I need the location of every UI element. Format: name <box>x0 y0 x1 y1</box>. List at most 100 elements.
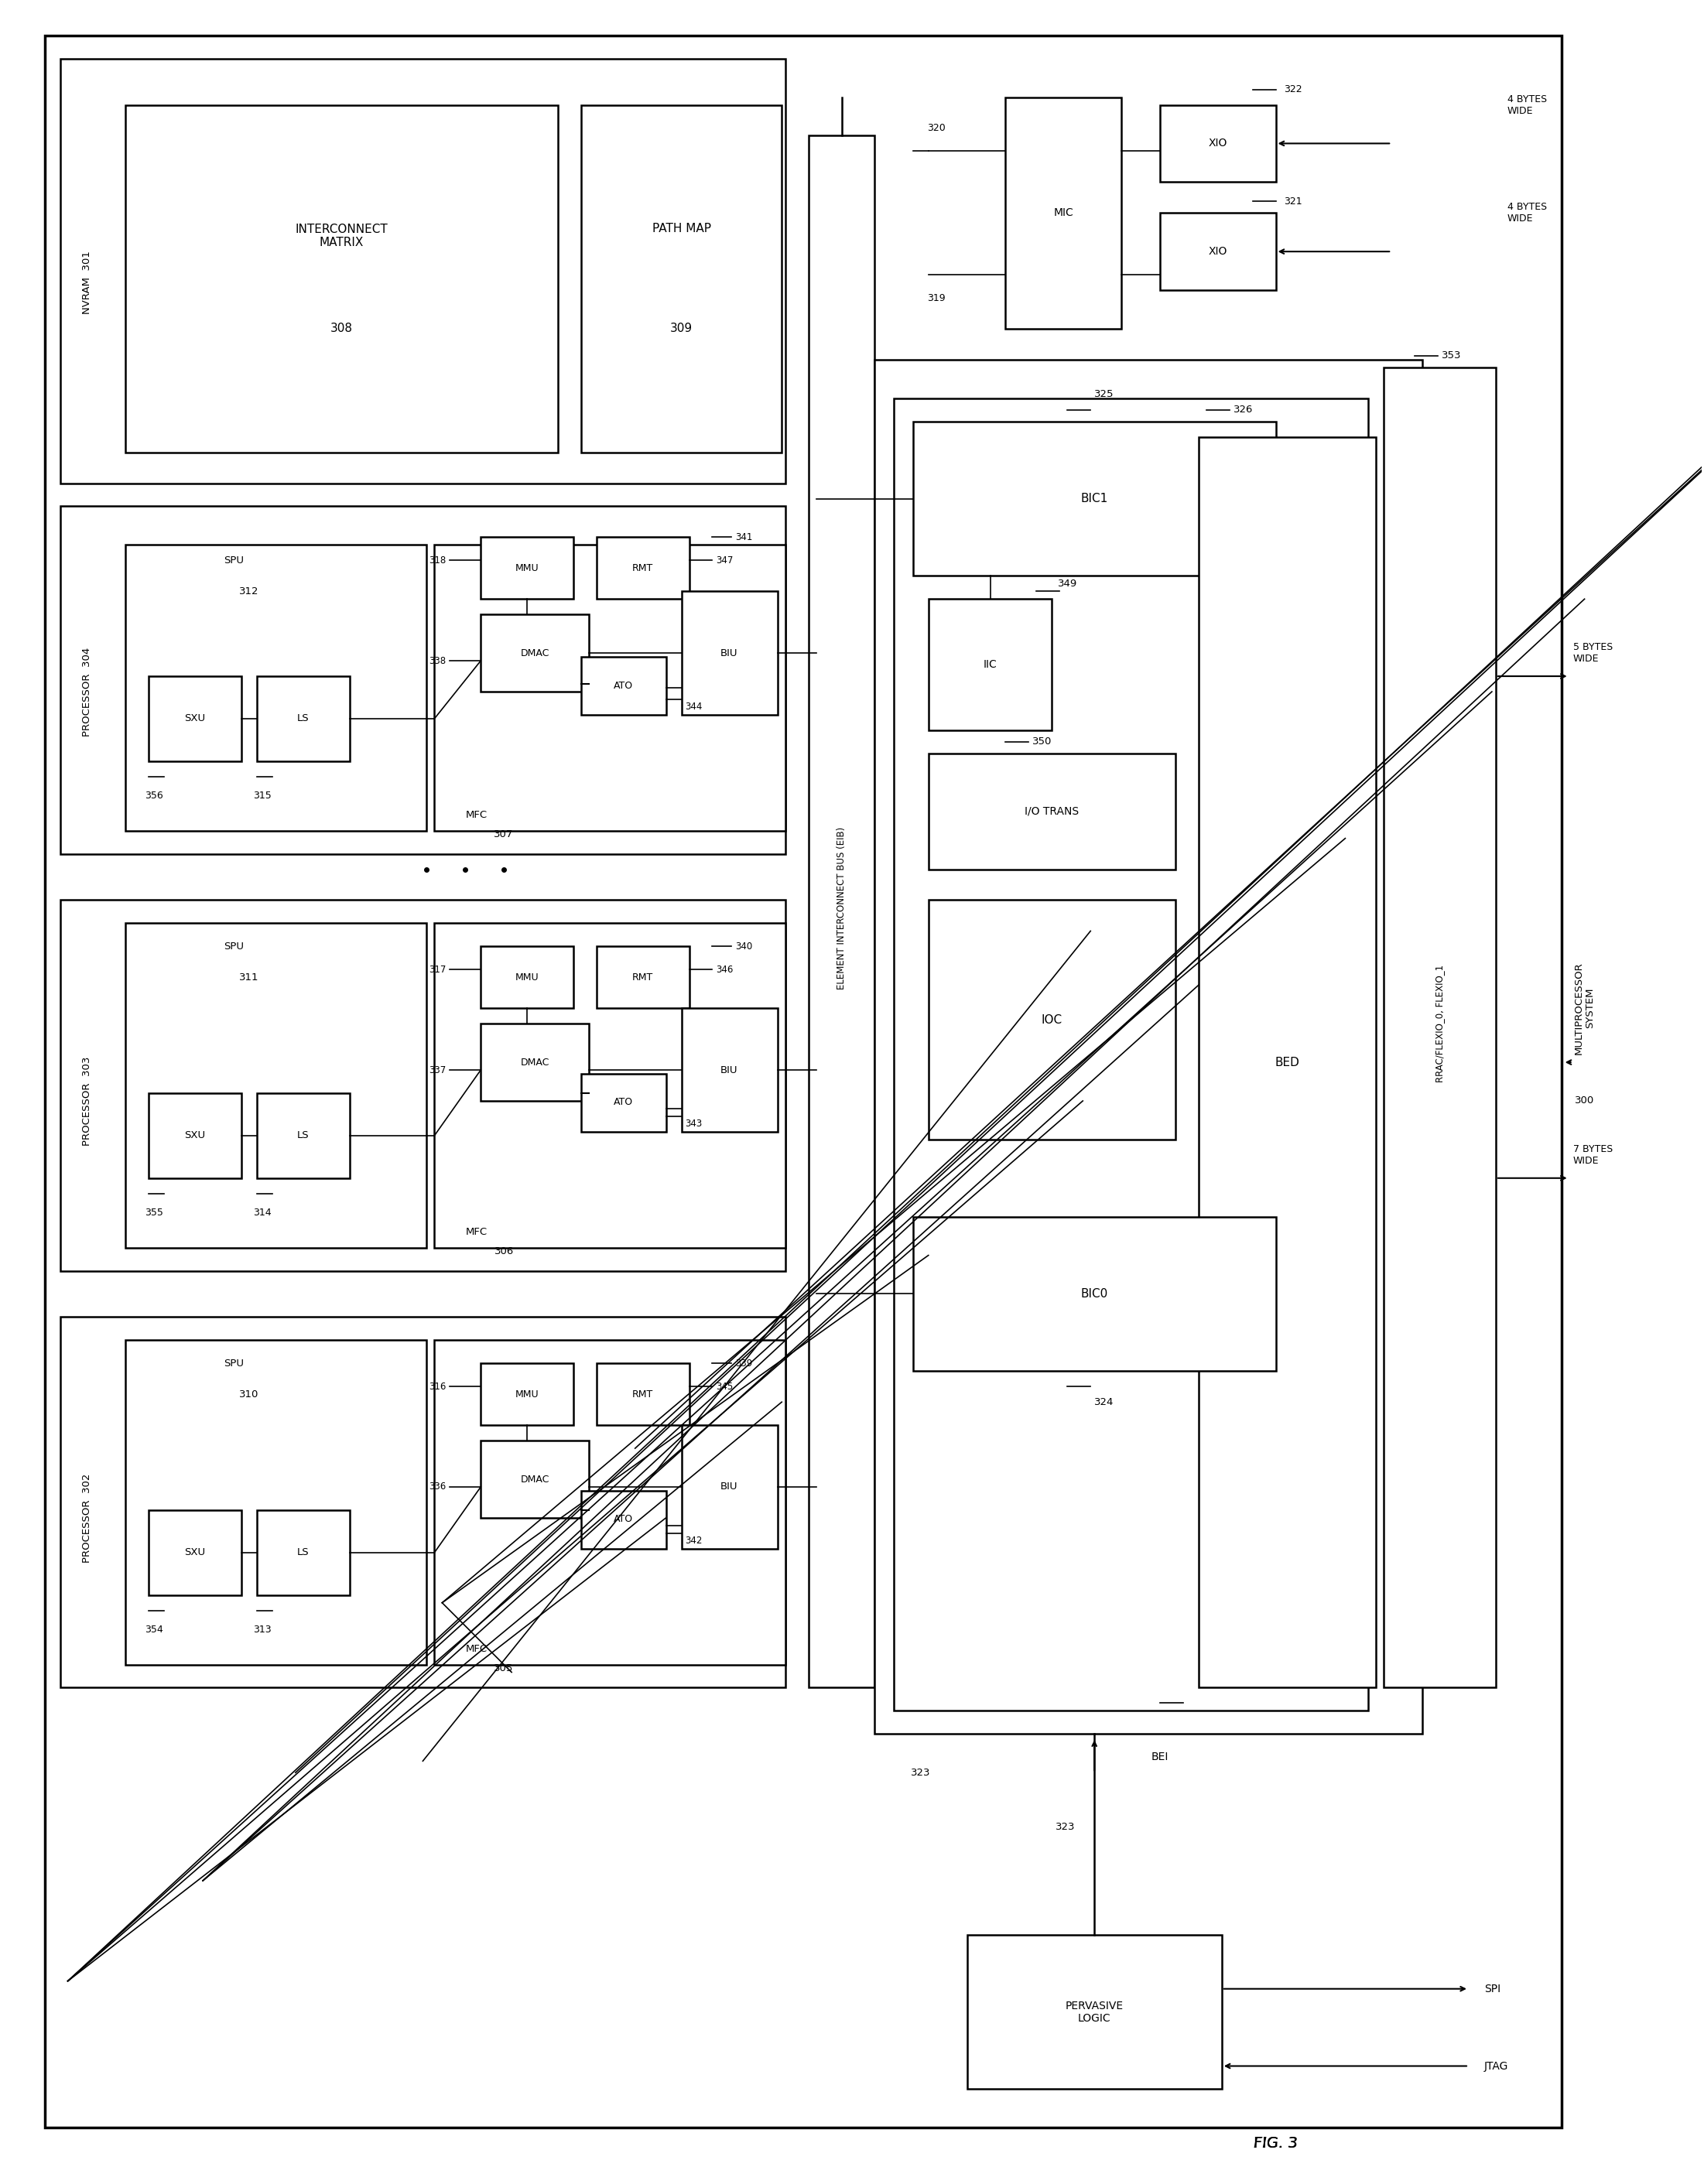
Text: IIC: IIC <box>983 660 997 670</box>
Text: RMT: RMT <box>632 1389 653 1400</box>
Text: 337: 337 <box>429 1066 446 1075</box>
Text: SPU: SPU <box>223 941 244 952</box>
Text: 300: 300 <box>1574 1096 1595 1105</box>
Bar <box>913 422 1276 577</box>
Text: 346: 346 <box>716 965 733 974</box>
Bar <box>481 1363 573 1426</box>
Text: MFC: MFC <box>465 1227 487 1236</box>
Text: 309: 309 <box>670 323 694 334</box>
Text: BIC1: BIC1 <box>1080 494 1108 505</box>
Text: FIG. 3: FIG. 3 <box>1254 2136 1298 2151</box>
Text: 323: 323 <box>1055 1821 1075 1832</box>
Text: MMU: MMU <box>515 972 538 983</box>
Bar <box>481 1441 590 1518</box>
Bar <box>148 1509 242 1594</box>
Bar <box>435 546 786 830</box>
Bar <box>929 753 1176 869</box>
Text: DMAC: DMAC <box>520 1474 549 1485</box>
Bar <box>682 592 779 714</box>
Text: 311: 311 <box>239 972 259 983</box>
Text: 4 BYTES
WIDE: 4 BYTES WIDE <box>1508 203 1547 223</box>
Text: LS: LS <box>296 1548 308 1557</box>
Text: PROCESSOR  303: PROCESSOR 303 <box>82 1057 92 1147</box>
Bar <box>126 924 426 1247</box>
Text: 353: 353 <box>1442 352 1462 360</box>
Bar <box>435 924 786 1247</box>
Text: SXU: SXU <box>184 714 206 723</box>
Text: 314: 314 <box>252 1208 271 1219</box>
Text: SXU: SXU <box>184 1548 206 1557</box>
Text: 316: 316 <box>429 1382 446 1391</box>
Bar <box>60 507 786 854</box>
Bar <box>1160 105 1276 181</box>
Text: BIC0: BIC0 <box>1080 1289 1108 1299</box>
Text: LS: LS <box>296 1131 308 1140</box>
Text: 343: 343 <box>685 1118 702 1129</box>
Text: PROCESSOR  304: PROCESSOR 304 <box>82 646 92 736</box>
Text: SPU: SPU <box>223 555 244 566</box>
Text: 321: 321 <box>1283 197 1302 205</box>
Text: RMT: RMT <box>632 563 653 572</box>
Text: 320: 320 <box>927 122 946 133</box>
Text: MIC: MIC <box>1053 207 1074 218</box>
Bar <box>1160 212 1276 290</box>
Bar <box>60 59 786 483</box>
Bar <box>682 1426 779 1548</box>
Text: 349: 349 <box>1058 579 1077 587</box>
Text: MFC: MFC <box>465 810 487 821</box>
Text: 315: 315 <box>252 791 271 802</box>
Bar <box>581 1075 666 1131</box>
Bar <box>481 946 573 1009</box>
Bar <box>1198 437 1377 1688</box>
Text: BED: BED <box>1275 1057 1300 1068</box>
Text: PERVASIVE
LOGIC: PERVASIVE LOGIC <box>1065 2001 1123 2025</box>
Text: 356: 356 <box>145 791 164 802</box>
Bar <box>913 1216 1276 1372</box>
Text: 323: 323 <box>912 1767 930 1778</box>
Text: 341: 341 <box>736 533 753 542</box>
Text: BIU: BIU <box>721 649 738 657</box>
Bar <box>581 657 666 714</box>
Bar <box>126 546 426 830</box>
Text: 305: 305 <box>494 1664 513 1673</box>
Text: 340: 340 <box>736 941 753 952</box>
Text: 317: 317 <box>429 965 446 974</box>
Text: MFC: MFC <box>465 1645 487 1653</box>
Text: I/O TRANS: I/O TRANS <box>1024 806 1079 817</box>
Bar <box>682 1009 779 1131</box>
Text: 326: 326 <box>1234 404 1252 415</box>
Bar <box>893 397 1368 1710</box>
Text: BIU: BIU <box>721 1483 738 1492</box>
Bar <box>481 537 573 598</box>
Text: 5 BYTES
WIDE: 5 BYTES WIDE <box>1573 642 1612 664</box>
Text: 312: 312 <box>239 585 259 596</box>
Text: 308: 308 <box>331 323 353 334</box>
Text: 7 BYTES
WIDE: 7 BYTES WIDE <box>1573 1144 1612 1166</box>
Bar <box>966 1935 1222 2090</box>
Text: SPI: SPI <box>1484 1983 1501 1994</box>
Text: MULTIPROCESSOR
SYSTEM: MULTIPROCESSOR SYSTEM <box>1574 961 1595 1055</box>
Bar <box>60 900 786 1271</box>
Bar <box>581 105 782 452</box>
Bar <box>148 677 242 762</box>
Text: INTERCONNECT
MATRIX: INTERCONNECT MATRIX <box>295 223 389 249</box>
Text: ATO: ATO <box>613 1514 634 1524</box>
Text: BIU: BIU <box>721 1066 738 1075</box>
Text: 313: 313 <box>252 1625 271 1636</box>
Text: XIO: XIO <box>1208 247 1227 258</box>
Bar <box>596 1363 688 1426</box>
Text: 354: 354 <box>145 1625 164 1636</box>
Text: XIO: XIO <box>1208 138 1227 149</box>
Text: DMAC: DMAC <box>520 649 549 657</box>
Bar <box>257 1509 349 1594</box>
Bar <box>126 1341 426 1664</box>
Bar <box>148 1094 242 1177</box>
Text: 319: 319 <box>927 293 946 304</box>
Text: SPU: SPU <box>223 1358 244 1369</box>
Text: 345: 345 <box>716 1382 733 1391</box>
Text: 307: 307 <box>494 830 513 839</box>
Text: 306: 306 <box>494 1247 513 1256</box>
Text: 350: 350 <box>1033 736 1053 747</box>
Text: JTAG: JTAG <box>1484 2062 1508 2070</box>
Text: 347: 347 <box>716 555 733 566</box>
